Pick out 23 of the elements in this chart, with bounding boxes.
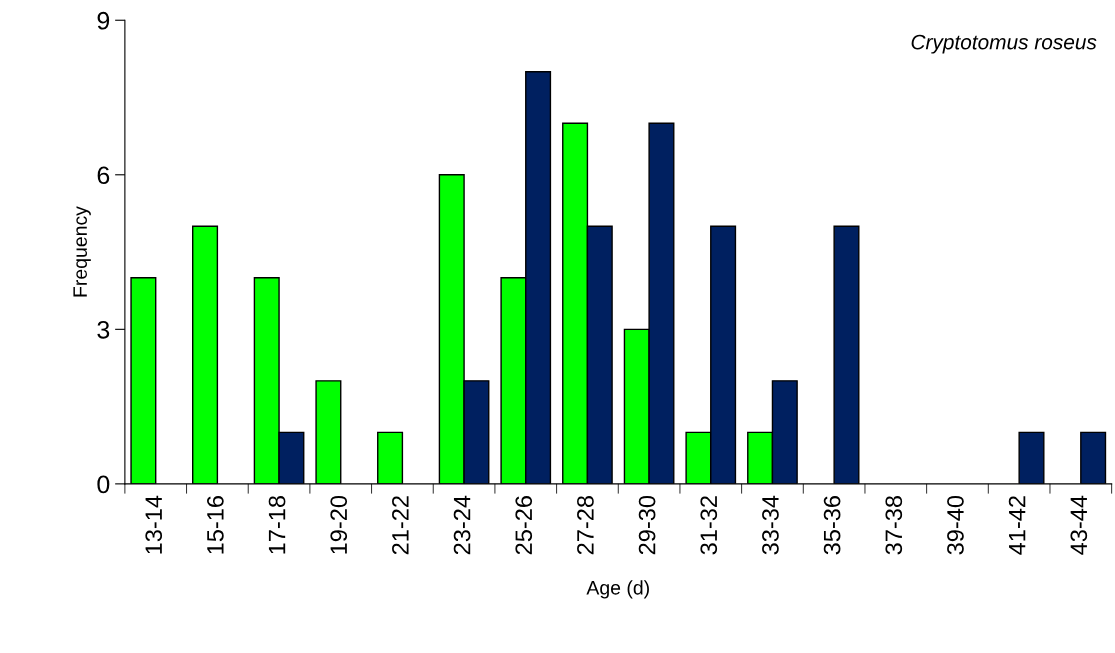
x-tick-label: 19-20 bbox=[330, 495, 348, 554]
y-tick-label: 9 bbox=[97, 11, 110, 30]
y-tick-label: 3 bbox=[97, 320, 110, 339]
x-tick-label: 31-32 bbox=[700, 496, 718, 555]
x-tick-label: 25-26 bbox=[515, 496, 533, 555]
x-tick-label: 13-14 bbox=[145, 495, 163, 554]
x-tick-label: 15-16 bbox=[207, 496, 224, 554]
x-tick-label: 27-28 bbox=[577, 496, 594, 555]
x-tick-label: 41-42 bbox=[1008, 496, 1026, 555]
x-tick-label: 39-40 bbox=[947, 495, 964, 555]
x-tick-label: 29-30 bbox=[638, 495, 656, 555]
y-tick-label: 6 bbox=[97, 166, 110, 185]
x-axis-title: Age (d) bbox=[586, 580, 649, 599]
x-tick-label: 43-44 bbox=[1070, 495, 1088, 555]
x-tick-label: 37-38 bbox=[885, 496, 903, 555]
annotation: Cryptotomus roseus bbox=[911, 34, 1097, 54]
x-tick-label: 23-24 bbox=[453, 495, 471, 555]
x-tick-label: 21-22 bbox=[392, 496, 409, 555]
x-tick-label: 35-36 bbox=[823, 496, 841, 555]
y-axis-title: Frequency bbox=[73, 206, 91, 297]
x-tick-label: 17-18 bbox=[268, 496, 286, 554]
y-tick-label: 0 bbox=[97, 475, 110, 494]
x-tick-label: 33-34 bbox=[762, 495, 779, 555]
